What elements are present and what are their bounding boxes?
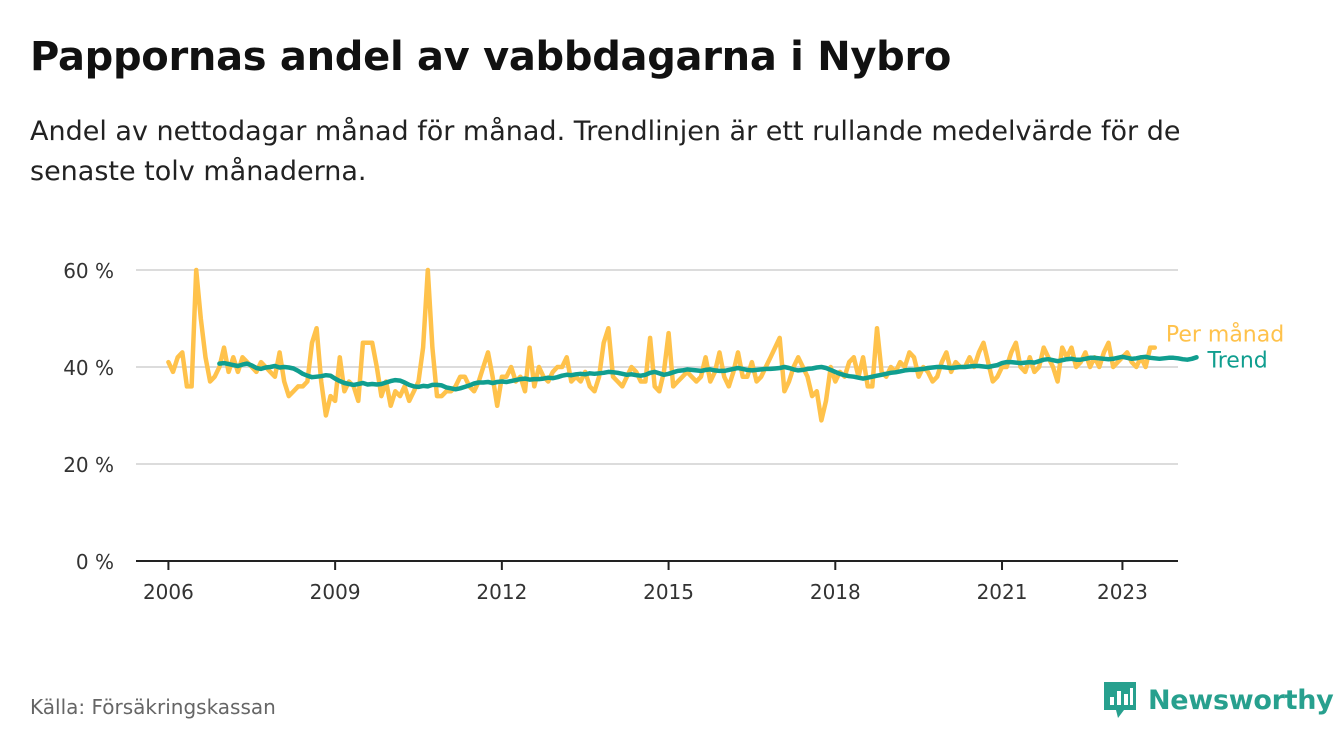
series-line-trend <box>217 354 1199 392</box>
chart-subtitle: Andel av nettodagar månad för månad. Tre… <box>30 116 1181 187</box>
y-tick-label: 20 % <box>63 453 114 477</box>
series-label: Per månad <box>1166 322 1284 348</box>
series-line-per-m-nad <box>166 267 1158 423</box>
x-tick-label: 2006 <box>143 580 194 604</box>
newsworthy-logo-icon <box>1104 682 1136 718</box>
y-tick-label: 0 % <box>76 550 114 574</box>
series-label: Trend <box>1207 348 1268 373</box>
x-tick-label: 2021 <box>977 580 1028 604</box>
y-tick-label: 40 % <box>63 356 114 380</box>
y-tick-label: 60 % <box>63 259 114 283</box>
chart-title: Pappornas andel av vabbdagarna i Nybro <box>30 34 952 80</box>
brand[interactable]: Newsworthy <box>1102 680 1334 720</box>
x-tick-label: 2009 <box>310 580 361 604</box>
x-tick-label: 2018 <box>810 580 861 604</box>
source-note: Källa: Försäkringskassan <box>30 695 276 719</box>
x-tick-label: 2012 <box>476 580 527 604</box>
x-tick-label: 2023 <box>1097 580 1148 604</box>
brand-name: Newsworthy <box>1148 684 1334 716</box>
x-tick-label: 2015 <box>643 580 694 604</box>
